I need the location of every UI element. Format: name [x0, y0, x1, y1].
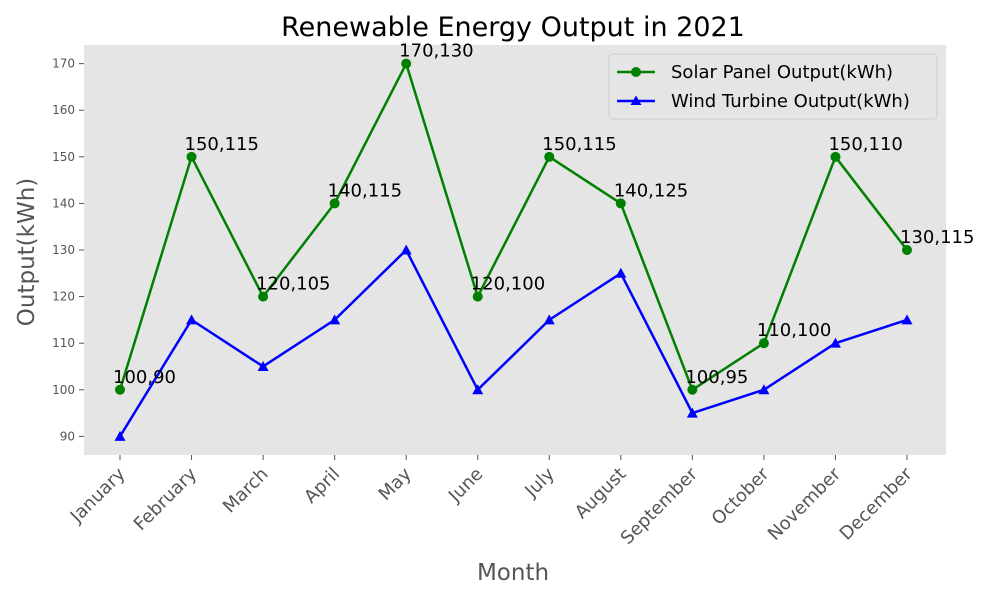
- x-tick-label: May: [375, 463, 416, 504]
- data-point-wind: [114, 430, 126, 441]
- data-point-solar: [258, 291, 269, 302]
- y-axis-title: Output(kWh): [14, 178, 40, 326]
- x-tick-label: November: [764, 463, 845, 544]
- data-label: 140,125: [614, 180, 688, 201]
- legend-box: [608, 53, 938, 120]
- y-tick-label: 140: [52, 196, 75, 210]
- y-tick-label: 100: [52, 383, 75, 397]
- data-point-wind: [829, 337, 841, 348]
- data-point-wind: [186, 314, 198, 325]
- data-point-wind: [329, 314, 341, 325]
- y-tick-label: 90: [60, 429, 75, 443]
- data-label: 100,90: [113, 367, 176, 388]
- y-tick-label: 130: [52, 243, 75, 257]
- data-label: 150,115: [542, 134, 616, 155]
- data-point-solar: [544, 151, 555, 162]
- y-tick-label: 160: [52, 103, 75, 117]
- data-point-wind: [400, 244, 412, 255]
- data-point-wind: [758, 384, 770, 395]
- chart-title: Renewable Energy Output in 2021: [281, 12, 745, 43]
- data-point-wind: [901, 314, 913, 325]
- data-label: 140,115: [328, 180, 402, 201]
- data-label: 120,105: [256, 274, 330, 295]
- data-point-solar: [329, 198, 340, 209]
- data-point-solar: [830, 151, 841, 162]
- legend-marker-solar: [631, 67, 641, 77]
- legend-marker-wind: [630, 95, 642, 105]
- y-tick-label: 150: [52, 150, 75, 164]
- data-point-solar: [615, 198, 626, 209]
- data-point-solar: [115, 384, 125, 395]
- x-tick-label: September: [617, 463, 703, 549]
- data-point-wind: [257, 360, 269, 371]
- data-label: 150,110: [828, 134, 902, 155]
- x-tick-label: January: [66, 463, 130, 527]
- y-tick-label: 170: [52, 57, 75, 71]
- data-label: 100,95: [685, 367, 748, 388]
- data-label: 120,100: [471, 274, 545, 295]
- data-point-solar: [401, 58, 412, 69]
- x-tick-label: October: [708, 463, 774, 529]
- legend-label-wind: Wind Turbine Output(kWh): [671, 91, 910, 112]
- data-point-solar: [902, 245, 912, 255]
- data-point-wind: [686, 407, 698, 418]
- series-layer: [114, 58, 913, 441]
- x-tick-label: June: [444, 464, 487, 507]
- data-point-wind: [543, 314, 555, 325]
- series-line-solar: [118, 62, 908, 392]
- data-point-solar: [186, 151, 197, 162]
- legend-label-solar: Solar Panel Output(kWh): [671, 62, 893, 83]
- annotation-layer: 100,90 150,115 120,105 140,115 170,130 120,10…: [113, 41, 974, 388]
- data-label: 170,130: [399, 41, 473, 62]
- series-line-wind: [118, 248, 908, 438]
- x-tick-label: December: [836, 463, 917, 544]
- data-point-wind: [615, 267, 627, 278]
- data-point-solar: [758, 338, 769, 349]
- data-label: 150,115: [185, 134, 259, 155]
- data-point-solar: [687, 384, 698, 395]
- x-axis: January February March April May June July Augu…: [66, 455, 917, 549]
- x-tick-label: March: [219, 464, 273, 518]
- data-point-solar: [472, 291, 483, 302]
- x-tick-label: August: [571, 464, 630, 523]
- data-label: 130,115: [900, 227, 974, 248]
- x-tick-label: February: [130, 463, 201, 534]
- y-axis: 90 100 110 120 130 140 150 160 170: [52, 57, 84, 443]
- y-tick-label: 110: [52, 336, 75, 350]
- x-tick-label: July: [520, 463, 559, 502]
- x-tick-label: April: [300, 464, 344, 508]
- data-point-wind: [472, 384, 484, 395]
- y-tick-label: 120: [52, 290, 75, 304]
- x-axis-title: Month: [477, 560, 549, 586]
- legend: Solar Panel Output(kWh) Wind Turbine Out…: [608, 53, 938, 120]
- data-label: 110,100: [757, 320, 831, 341]
